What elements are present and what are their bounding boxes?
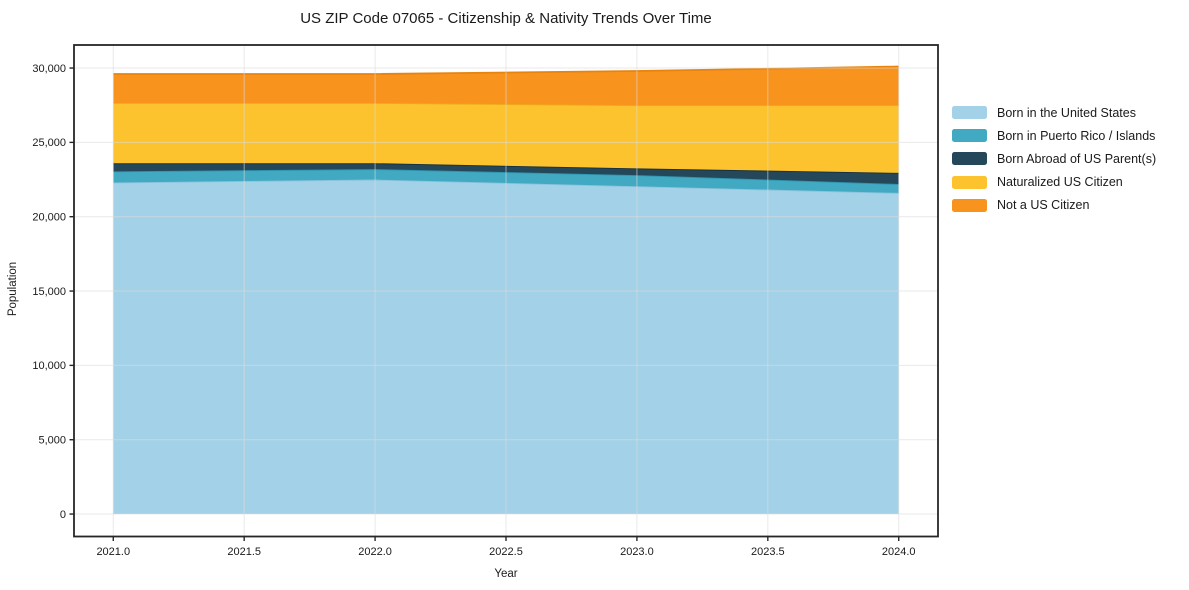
y-tick-label: 10,000 — [32, 360, 66, 372]
legend-label: Not a US Citizen — [997, 198, 1090, 213]
legend-swatch — [952, 106, 987, 120]
area-born-abroad-of-us-parent-s — [113, 163, 899, 185]
legend-item: Not a US Citizen — [952, 194, 1156, 217]
y-axis-label: Population — [7, 262, 19, 316]
legend-item: Born in the United States — [952, 101, 1156, 124]
legend-label: Naturalized US Citizen — [997, 175, 1123, 190]
x-tick-label: 2021.5 — [227, 546, 261, 558]
legend-item: Born in Puerto Rico / Islands — [952, 124, 1156, 147]
legend-swatch — [952, 198, 987, 212]
x-tick-label: 2023.0 — [620, 546, 654, 558]
x-tick-label: 2024.0 — [882, 546, 916, 558]
legend-item: Naturalized US Citizen — [952, 171, 1156, 194]
x-tick-label: 2022.0 — [358, 546, 392, 558]
chart-legend: Born in the United States Born in Puerto … — [952, 101, 1156, 217]
legend-swatch — [952, 152, 987, 166]
y-tick-label: 15,000 — [32, 286, 66, 298]
y-tick-label: 30,000 — [32, 63, 66, 75]
y-tick-label: 0 — [60, 509, 66, 521]
x-axis-label: Year — [494, 568, 517, 580]
y-tick-label: 20,000 — [32, 212, 66, 224]
legend-item: Born Abroad of US Parent(s) — [952, 147, 1156, 170]
y-tick-label: 5,000 — [38, 435, 66, 447]
x-tick-label: 2021.0 — [96, 546, 130, 558]
legend-swatch — [952, 129, 987, 143]
y-tick-label: 25,000 — [32, 137, 66, 149]
legend-swatch — [952, 175, 987, 189]
legend-label: Born in the United States — [997, 105, 1136, 120]
chart-title: US ZIP Code 07065 - Citizenship & Nativi… — [300, 10, 712, 27]
legend-label: Born in Puerto Rico / Islands — [997, 128, 1156, 143]
legend-label: Born Abroad of US Parent(s) — [997, 151, 1157, 166]
x-tick-label: 2023.5 — [751, 546, 785, 558]
x-tick-label: 2022.5 — [489, 546, 523, 558]
